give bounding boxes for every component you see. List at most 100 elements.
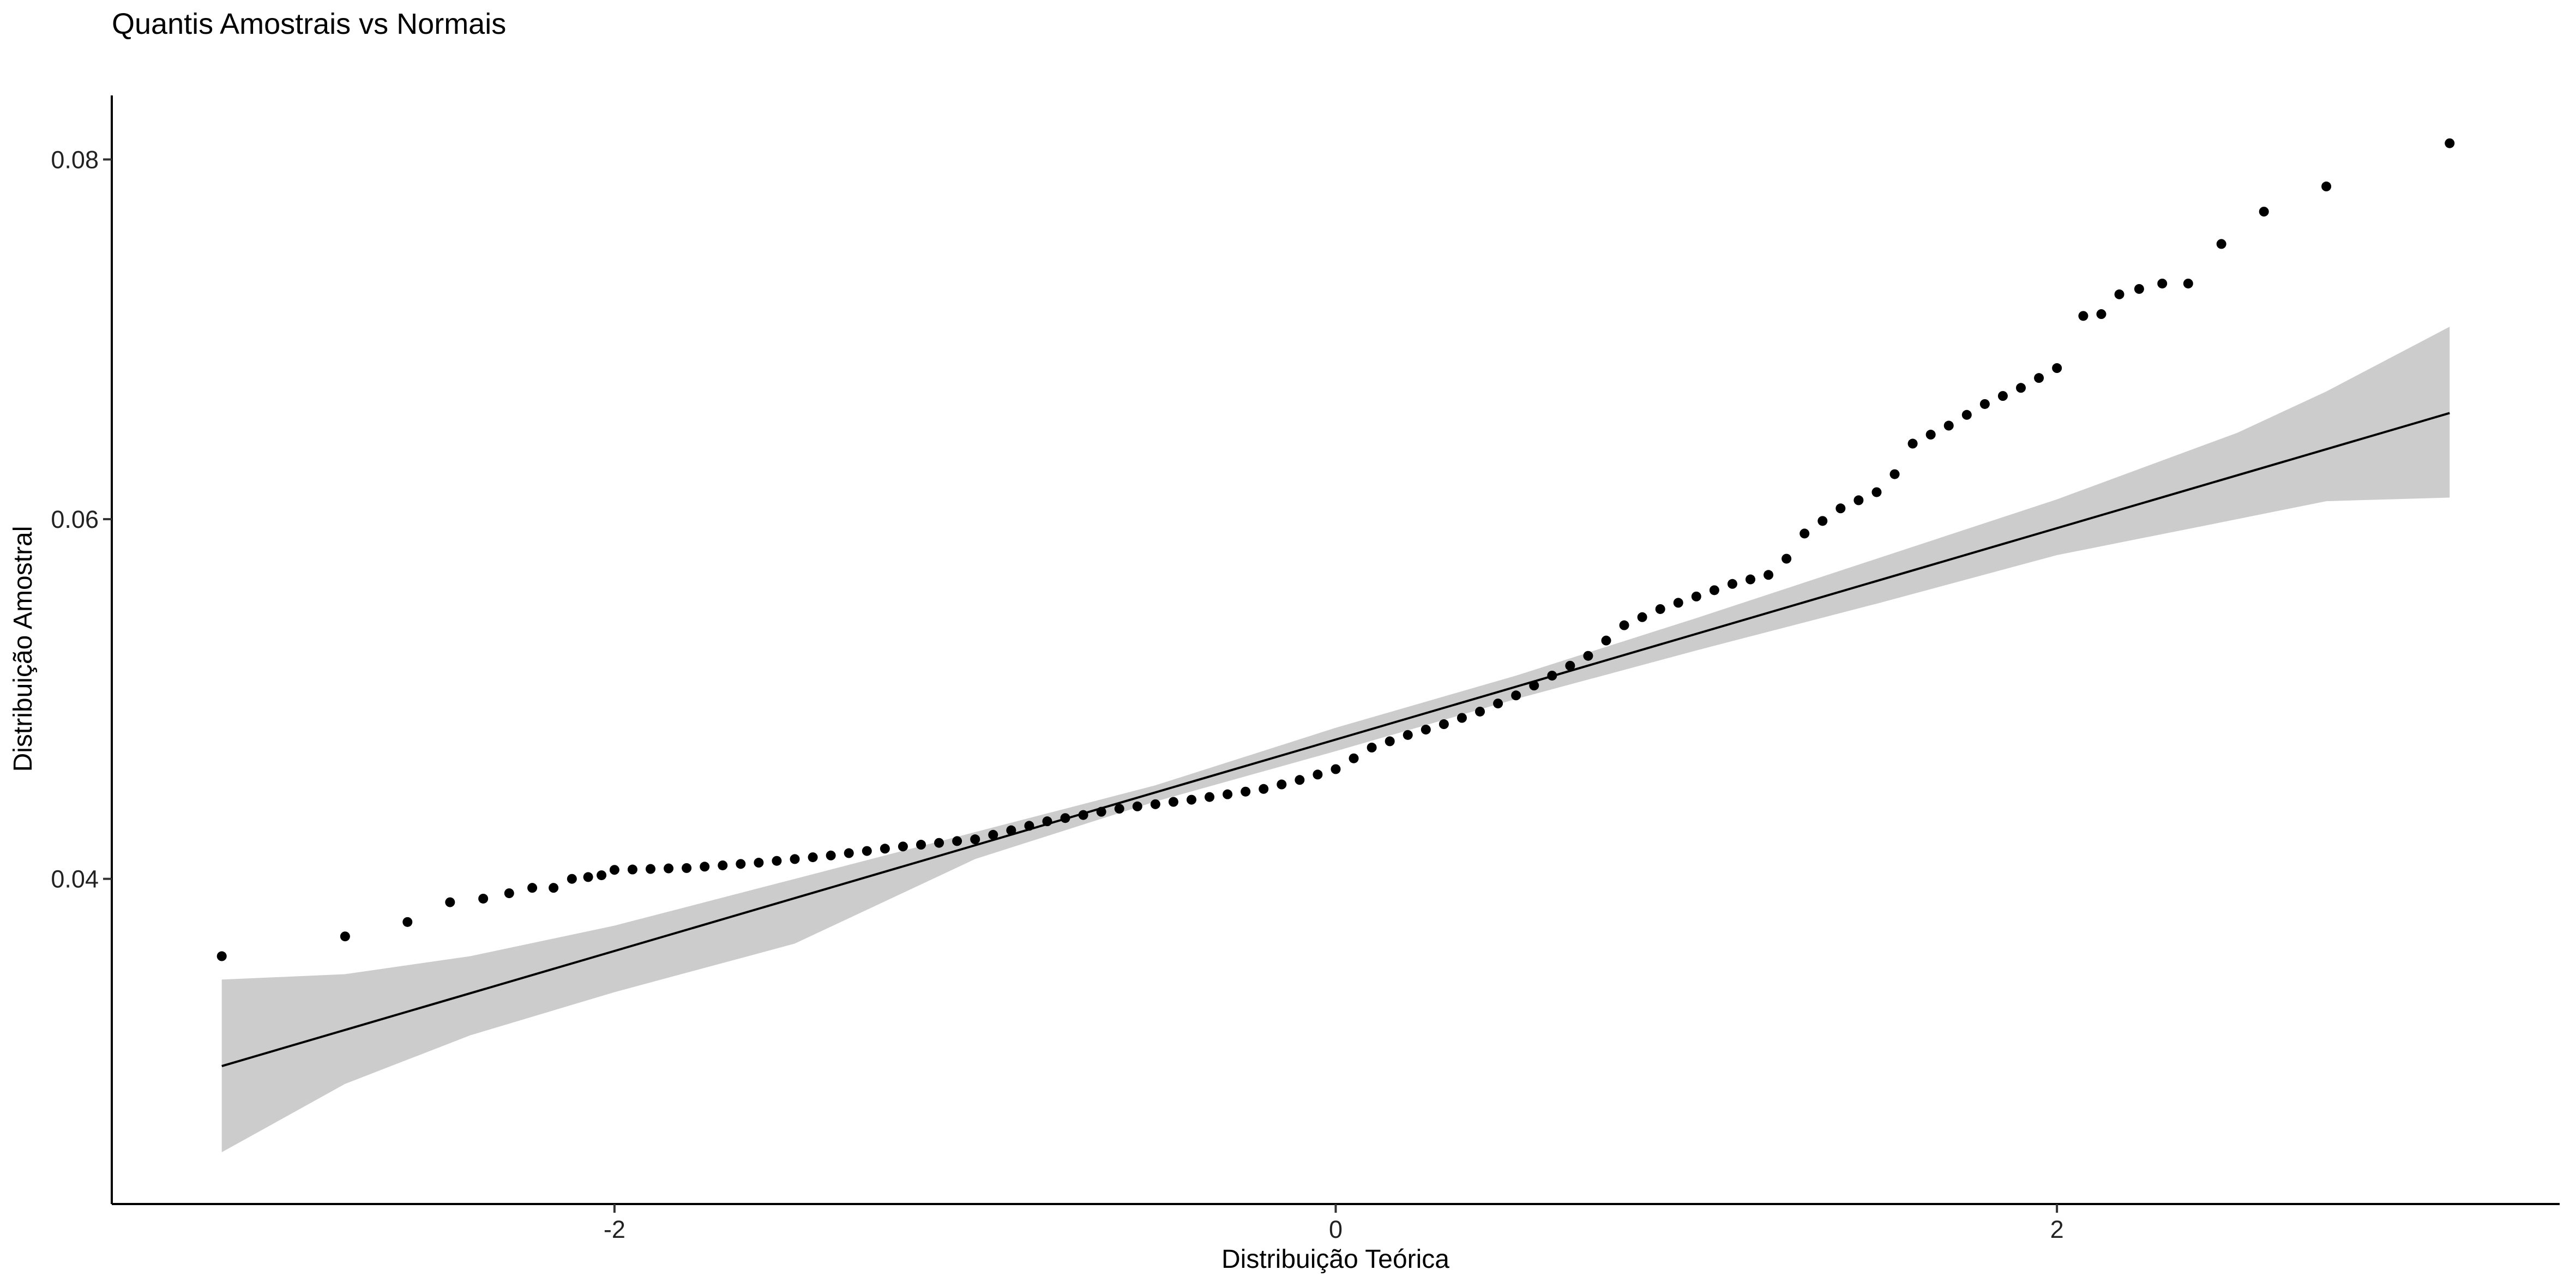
point: [216, 951, 227, 961]
point: [2216, 239, 2226, 249]
point: [826, 850, 836, 860]
point: [772, 856, 782, 866]
point: [478, 893, 489, 904]
point: [2015, 383, 2026, 393]
point: [2183, 278, 2193, 288]
point: [682, 863, 692, 873]
x-tick-label: 2: [2050, 1215, 2064, 1243]
point: [1168, 797, 1178, 807]
y-axis-label: Distribuição Amostral: [9, 526, 38, 772]
point: [1835, 503, 1846, 514]
point: [1907, 438, 1918, 449]
point: [1223, 789, 1233, 799]
point: [609, 865, 619, 875]
point: [1456, 713, 1467, 723]
point: [1313, 769, 1323, 780]
point: [718, 860, 728, 870]
point: [1150, 799, 1160, 809]
point: [1565, 660, 1575, 671]
point: [736, 859, 746, 869]
chart-title: Quantis Amostrais vs Normais: [112, 8, 506, 40]
point: [1295, 775, 1305, 785]
point: [1619, 620, 1629, 630]
point: [1691, 591, 1701, 601]
point: [1096, 806, 1106, 817]
point: [402, 917, 413, 927]
point: [1925, 430, 1936, 440]
point: [916, 840, 926, 850]
point: [1114, 804, 1124, 814]
point: [340, 931, 350, 942]
point: [1637, 612, 1647, 622]
x-tick-label: 0: [1329, 1215, 1343, 1243]
point: [1331, 764, 1341, 774]
y-tick-label: 0.04: [51, 865, 99, 893]
point: [970, 834, 980, 845]
point: [1421, 724, 1431, 735]
point: [1024, 821, 1034, 831]
point: [2134, 284, 2144, 294]
point: [1853, 495, 1864, 505]
point: [1961, 410, 1972, 420]
point: [988, 829, 998, 840]
point: [1727, 579, 1737, 589]
point: [1799, 528, 1810, 539]
fit-line: [221, 412, 2450, 1067]
point: [2157, 278, 2168, 288]
point: [2096, 309, 2106, 320]
point: [754, 858, 764, 868]
point: [952, 836, 962, 846]
point: [2078, 311, 2089, 321]
point: [1241, 786, 1251, 797]
point: [1817, 516, 1828, 526]
point: [1871, 487, 1882, 497]
point: [646, 864, 656, 874]
point: [2114, 289, 2124, 299]
point: [1475, 706, 1485, 717]
point: [664, 863, 674, 874]
point: [1006, 825, 1016, 835]
y-tick-label: 0.06: [51, 505, 99, 533]
point: [1132, 801, 1142, 811]
point: [1439, 719, 1449, 730]
point: [567, 874, 577, 884]
point: [1205, 792, 1215, 802]
point: [2034, 373, 2044, 383]
point: [1078, 810, 1088, 820]
point: [898, 841, 908, 852]
point: [2052, 363, 2062, 374]
point: [627, 864, 637, 875]
point: [1583, 651, 1593, 661]
point: [1746, 574, 1756, 585]
point: [1673, 598, 1683, 608]
point: [1277, 779, 1287, 790]
point: [1781, 553, 1792, 564]
point: [2445, 138, 2455, 148]
point: [1547, 670, 1557, 681]
point: [1529, 681, 1539, 691]
point: [445, 897, 455, 907]
point: [1349, 753, 1359, 763]
point: [862, 846, 872, 856]
point: [1511, 690, 1521, 701]
point: [1060, 813, 1070, 823]
point: [1889, 469, 1900, 479]
point: [1385, 736, 1395, 747]
point: [527, 883, 538, 893]
point: [597, 870, 607, 881]
point: [504, 888, 514, 899]
point: [1709, 585, 1719, 595]
point: [1367, 742, 1377, 753]
x-tick-label: -2: [604, 1215, 625, 1243]
point: [1979, 399, 1990, 409]
x-axis-label: Distribuição Teórica: [1221, 1245, 1449, 1274]
y-tick-label: 0.08: [51, 146, 99, 173]
point: [844, 848, 854, 858]
point: [1403, 730, 1413, 740]
point: [1997, 391, 2008, 401]
point: [549, 883, 559, 893]
point: [934, 838, 944, 848]
point: [808, 852, 818, 863]
